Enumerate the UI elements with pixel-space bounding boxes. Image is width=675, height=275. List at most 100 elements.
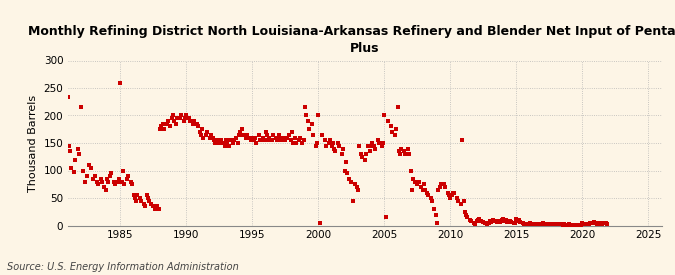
Point xyxy=(97,179,107,184)
Point xyxy=(250,135,261,140)
Point xyxy=(163,119,173,123)
Point xyxy=(479,221,490,225)
Point xyxy=(280,138,291,142)
Point xyxy=(394,149,404,153)
Point xyxy=(499,219,510,223)
Point xyxy=(242,133,252,137)
Point xyxy=(342,171,353,175)
Point xyxy=(383,119,394,123)
Point xyxy=(531,222,541,227)
Point xyxy=(395,152,406,156)
Point xyxy=(323,141,334,145)
Point xyxy=(293,138,304,142)
Point xyxy=(495,220,506,224)
Point xyxy=(591,222,602,226)
Point xyxy=(478,220,489,224)
Point xyxy=(185,119,196,123)
Point xyxy=(218,141,229,145)
Point xyxy=(522,222,533,227)
Point xyxy=(105,174,115,178)
Point xyxy=(202,130,213,134)
Point xyxy=(468,221,479,225)
Point xyxy=(189,119,200,123)
Point xyxy=(562,223,573,227)
Point xyxy=(300,105,310,109)
Point xyxy=(566,223,577,227)
Point xyxy=(373,138,383,142)
Point xyxy=(301,113,312,118)
Point xyxy=(532,222,543,227)
Point xyxy=(464,218,475,222)
Point xyxy=(333,141,344,145)
Point xyxy=(593,222,603,226)
Point xyxy=(63,144,74,148)
Point xyxy=(228,138,239,142)
Point xyxy=(128,193,139,197)
Point xyxy=(389,133,400,137)
Point xyxy=(315,221,325,225)
Point xyxy=(364,149,375,153)
Point xyxy=(374,141,385,145)
Point xyxy=(435,182,446,186)
Point xyxy=(514,218,524,222)
Point xyxy=(260,130,271,134)
Point xyxy=(136,199,147,203)
Point xyxy=(475,219,486,223)
Point xyxy=(583,222,594,226)
Point xyxy=(536,222,547,227)
Point xyxy=(275,135,286,140)
Point xyxy=(341,160,352,164)
Point xyxy=(234,133,244,137)
Point xyxy=(141,193,152,197)
Point xyxy=(413,179,424,184)
Point xyxy=(453,199,464,203)
Point xyxy=(548,222,559,227)
Point xyxy=(601,221,612,226)
Point xyxy=(500,218,511,222)
Point xyxy=(329,146,340,151)
Point xyxy=(578,222,589,226)
Point xyxy=(205,135,215,140)
Point xyxy=(103,179,114,184)
Point xyxy=(255,138,266,142)
Point xyxy=(445,196,456,200)
Point xyxy=(277,135,288,140)
Point xyxy=(251,141,262,145)
Point xyxy=(130,196,140,200)
Point xyxy=(564,222,574,227)
Point xyxy=(431,212,441,217)
Point xyxy=(557,223,568,227)
Point xyxy=(597,222,608,226)
Point xyxy=(254,133,265,137)
Point xyxy=(439,185,450,189)
Point xyxy=(489,219,500,223)
Point xyxy=(74,152,85,156)
Point xyxy=(273,133,284,137)
Point xyxy=(327,141,338,145)
Point xyxy=(176,113,186,118)
Point xyxy=(106,171,117,175)
Point xyxy=(165,124,176,129)
Point xyxy=(145,201,156,206)
Point xyxy=(214,141,225,145)
Point xyxy=(587,221,598,225)
Point xyxy=(240,135,251,140)
Point xyxy=(399,149,410,153)
Point xyxy=(417,188,428,192)
Point xyxy=(153,207,164,211)
Point xyxy=(289,135,300,140)
Point xyxy=(350,182,360,186)
Point xyxy=(306,122,317,126)
Point xyxy=(325,138,335,142)
Point xyxy=(370,146,381,151)
Point xyxy=(438,182,449,186)
Point xyxy=(551,222,562,226)
Point xyxy=(298,138,309,142)
Point xyxy=(366,144,377,148)
Point xyxy=(572,223,583,227)
Point xyxy=(539,222,549,227)
Point xyxy=(207,135,218,140)
Point xyxy=(346,179,356,184)
Point xyxy=(377,141,388,145)
Point xyxy=(423,193,433,197)
